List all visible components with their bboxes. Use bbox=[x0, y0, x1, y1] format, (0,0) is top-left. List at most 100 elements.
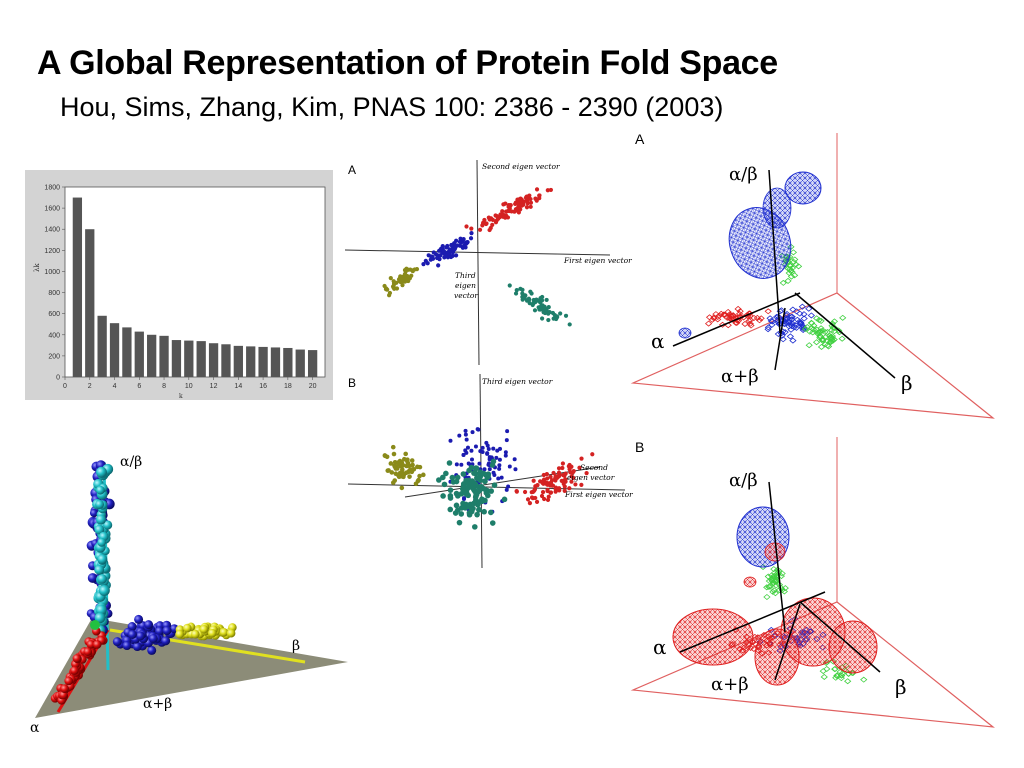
scatter-a-point bbox=[406, 267, 411, 272]
scatter-b-point bbox=[494, 455, 499, 460]
scatter-b-point bbox=[540, 489, 546, 495]
scatter-a-point bbox=[399, 275, 405, 280]
scatter-a-point bbox=[463, 245, 468, 250]
scatter-a-point bbox=[443, 253, 448, 258]
hist-x-tick-label: 8 bbox=[162, 383, 166, 390]
scatter-b-axis-label-2: Second bbox=[580, 463, 608, 472]
fold-ball bbox=[122, 641, 132, 651]
scatter-b-point bbox=[453, 502, 460, 509]
scatter-b-point bbox=[473, 444, 478, 449]
scatter-b-point bbox=[504, 487, 509, 492]
hist-x-tick-label: 16 bbox=[259, 383, 267, 390]
hist-bar bbox=[184, 340, 194, 377]
scatter-b-point bbox=[530, 489, 536, 495]
fold-space-3d-plot-panel: α/β β α+β α bbox=[30, 440, 360, 740]
fold-marker bbox=[800, 311, 808, 318]
fold-marker bbox=[820, 673, 828, 680]
scatter-a-point bbox=[437, 256, 442, 262]
scatter-b-point bbox=[491, 482, 498, 488]
fold-marker bbox=[763, 593, 771, 601]
hist-x-tick-label: 18 bbox=[284, 383, 292, 390]
hist-x-tick-label: 12 bbox=[210, 383, 218, 390]
scatter-b-point bbox=[569, 479, 574, 484]
hist-x-tick-label: 0 bbox=[63, 383, 67, 390]
fold-marker bbox=[815, 317, 823, 324]
scatter-b-point bbox=[405, 457, 410, 463]
fold-marker bbox=[708, 316, 716, 323]
hist-bar bbox=[233, 345, 243, 377]
scatter-b-point bbox=[455, 493, 461, 499]
scatter-b-point bbox=[553, 477, 558, 482]
scatter-b-point bbox=[551, 470, 556, 476]
scatter-b-point bbox=[391, 451, 397, 457]
scatter-a-axis-label-4: eigen bbox=[455, 281, 476, 290]
scatter-b-point bbox=[544, 482, 550, 487]
fold-marker bbox=[830, 318, 839, 325]
scatter-a-point bbox=[444, 245, 449, 250]
scatter-a-point bbox=[481, 221, 486, 226]
scatter-b-point bbox=[465, 492, 471, 499]
scatter-a-y-axis bbox=[476, 159, 480, 366]
scatter-a-point bbox=[500, 209, 505, 214]
fold-marker bbox=[746, 320, 754, 327]
iso-a-alpha-label: α bbox=[651, 329, 665, 353]
eigenvalue-bar-chart: 0 200 400 600 800 1000 1200 1400 1600 1800 0 2 4 6 8 10… bbox=[33, 185, 326, 400]
scatter-b-point bbox=[460, 471, 467, 477]
fold-marker bbox=[781, 585, 789, 592]
hist-bar bbox=[72, 197, 83, 377]
scatter-b-point bbox=[484, 440, 489, 445]
fold-marker bbox=[764, 308, 772, 315]
iso-b-red-blob-upper bbox=[764, 542, 786, 562]
fold-marker bbox=[785, 323, 793, 330]
scatter-a-point bbox=[532, 308, 538, 313]
scatter-b-point bbox=[459, 486, 466, 492]
scatter-b-point bbox=[534, 499, 540, 504]
iso-b-alpha-beta-axis bbox=[768, 481, 786, 633]
scatter-b-point bbox=[484, 474, 491, 480]
scatter-a-point bbox=[449, 242, 454, 248]
scatter-b-point bbox=[545, 497, 551, 503]
fold-marker bbox=[754, 634, 762, 641]
scatter-b-point bbox=[403, 451, 408, 457]
scatter-b-point bbox=[473, 465, 479, 471]
fold-marker bbox=[794, 263, 803, 270]
scatter-a-point bbox=[409, 273, 414, 278]
fold-marker bbox=[807, 312, 815, 319]
fold-marker bbox=[768, 577, 776, 584]
scatter-b-point bbox=[466, 461, 471, 466]
scatter-b-point bbox=[486, 447, 491, 452]
scatter-b-point bbox=[463, 432, 468, 437]
scatter-a-point bbox=[538, 307, 543, 312]
scatter-b-point bbox=[471, 469, 478, 476]
scatter-b-point bbox=[463, 428, 468, 433]
scatter-b-point bbox=[503, 453, 508, 458]
fold-marker bbox=[809, 326, 818, 333]
scatter-b-point bbox=[482, 467, 487, 472]
scatter-b-point bbox=[487, 467, 492, 472]
scatter-a-point bbox=[448, 249, 454, 254]
scatter-a-point bbox=[519, 199, 524, 205]
fold-marker bbox=[763, 584, 771, 591]
scatter-a-point bbox=[454, 253, 459, 258]
scatter-a-point bbox=[388, 276, 393, 281]
scatter-a-point bbox=[518, 196, 523, 201]
scatter-b-point bbox=[489, 455, 494, 460]
fold-ball bbox=[148, 633, 158, 643]
scatter-b-point bbox=[436, 477, 442, 483]
scatter-a-point bbox=[524, 205, 530, 210]
scatter-b-point bbox=[562, 473, 567, 478]
fold-ball bbox=[96, 466, 107, 478]
scatter-a-point bbox=[526, 296, 531, 301]
scatter-b-point bbox=[459, 462, 464, 467]
scatter-a-point bbox=[391, 285, 396, 290]
scatter-a-axis-label-1: Second eigen vector bbox=[482, 162, 560, 171]
fold-ball bbox=[112, 637, 122, 647]
scatter-b-point bbox=[469, 448, 474, 453]
scatter-a-point bbox=[453, 245, 458, 250]
scatter-a-point bbox=[400, 283, 405, 288]
scatter-b-point bbox=[548, 474, 553, 479]
scatter-b-point bbox=[525, 497, 531, 502]
fold-marker bbox=[817, 343, 826, 350]
scatter-b-point bbox=[485, 451, 490, 456]
iso-b-beta-surface bbox=[828, 620, 878, 674]
